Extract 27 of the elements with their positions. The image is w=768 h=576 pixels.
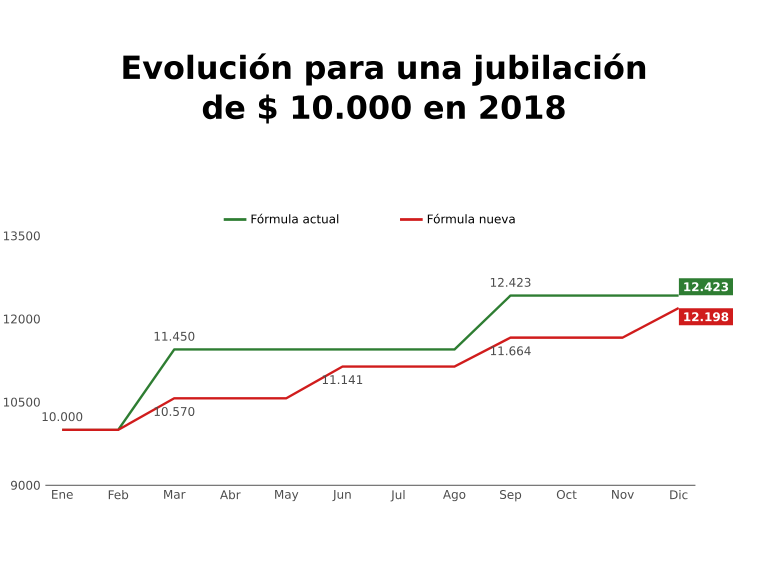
- data-label: 10.570: [154, 406, 194, 416]
- y-tick-label: 10500: [4, 398, 40, 407]
- data-label: 12.423: [490, 278, 530, 287]
- y-tick-label: 13500: [4, 231, 40, 240]
- x-tick-label: Dic: [670, 490, 688, 500]
- data-label: 11.450: [154, 332, 194, 341]
- chart-title: Evolución para una jubilación de $ 10.000 en 2018: [123, 53, 646, 124]
- x-tick-label: Jun: [332, 490, 351, 502]
- x-tick-label: Mar: [164, 490, 186, 499]
- x-tick-label: Ago: [443, 490, 466, 502]
- x-tick-label: Ene: [52, 490, 73, 499]
- data-label: 10.000: [42, 412, 82, 422]
- x-tick-label: Jul: [390, 490, 405, 502]
- data-label: 11.141: [322, 375, 362, 384]
- data-label: 12.198: [684, 312, 728, 322]
- y-tick-label: 9000: [10, 480, 40, 490]
- data-label: 11.664: [490, 346, 531, 356]
- legend-label: Fórmula actual: [252, 214, 338, 224]
- x-tick-label: Abr: [220, 490, 241, 500]
- x-tick-label: Oct: [556, 490, 577, 500]
- data-label: 12.423: [684, 282, 728, 292]
- legend-label: Fórmula nueva: [428, 214, 515, 224]
- x-tick-label: Feb: [108, 490, 128, 500]
- y-tick-label: 12000: [4, 314, 40, 324]
- x-tick-label: Nov: [612, 490, 634, 499]
- x-tick-label: May: [275, 490, 298, 502]
- x-tick-label: Sep: [500, 490, 522, 502]
